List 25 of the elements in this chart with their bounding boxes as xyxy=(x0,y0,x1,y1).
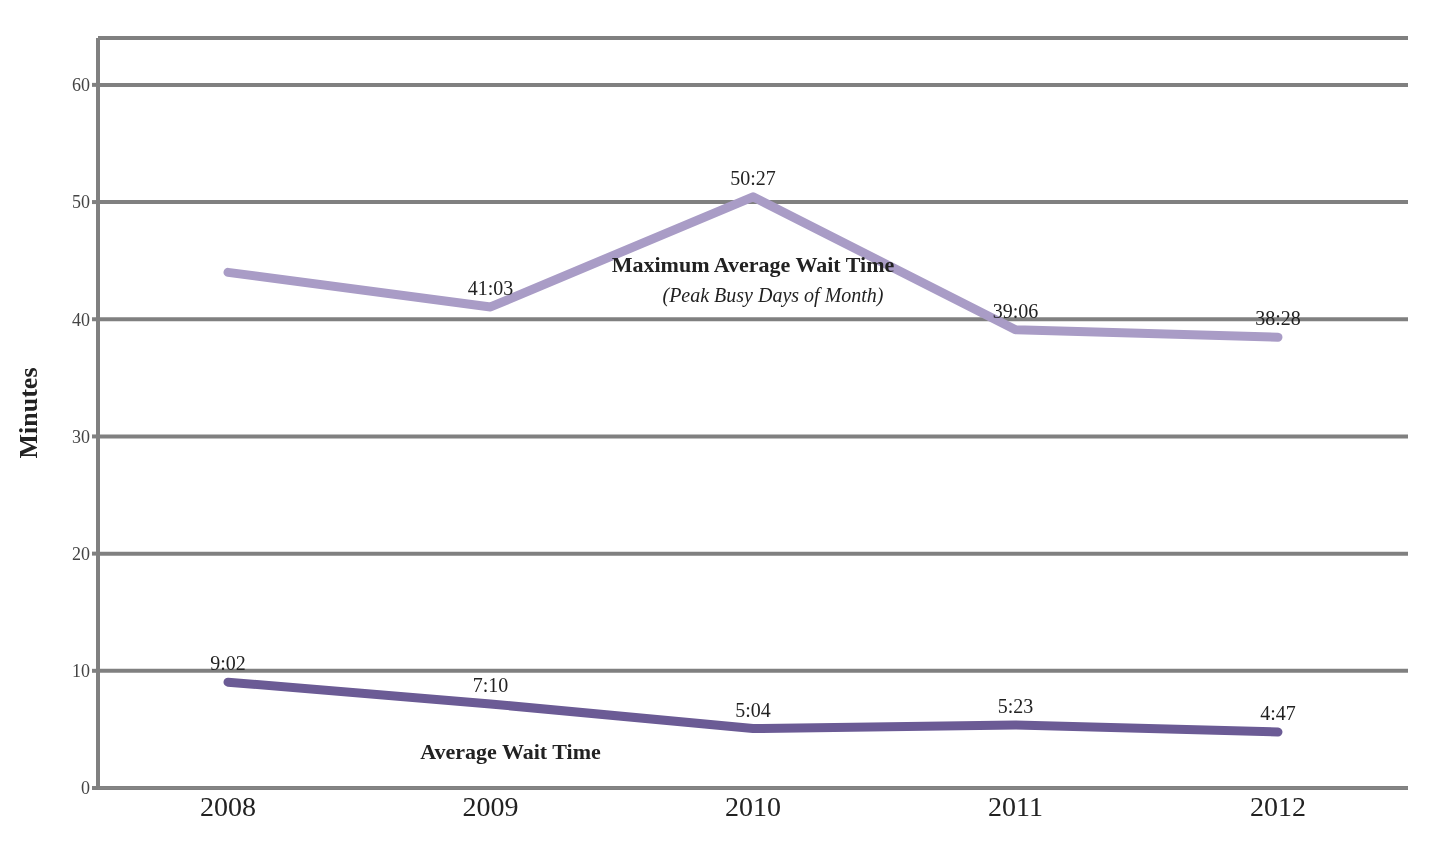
data-label: 41:03 xyxy=(467,276,514,299)
data-label: 50:27 xyxy=(730,166,776,189)
series-label: Average Wait Time xyxy=(420,738,601,764)
x-tick-label: 2008 xyxy=(200,790,256,822)
y-tick-label: 50 xyxy=(72,192,90,213)
data-label: 7:10 xyxy=(472,673,509,696)
y-tick-label: 30 xyxy=(72,426,90,447)
annotation: (Peak Busy Days of Month) xyxy=(662,283,884,307)
data-label: 4:47 xyxy=(1260,701,1296,724)
x-tick-label: 2011 xyxy=(988,790,1043,822)
y-tick-label: 20 xyxy=(72,544,90,565)
data-label: 39:06 xyxy=(992,299,1039,322)
y-tick-label: 60 xyxy=(72,75,90,96)
data-label: 5:04 xyxy=(735,698,771,721)
y-tick-label: 10 xyxy=(72,661,90,682)
x-tick-label: 2012 xyxy=(1250,790,1306,822)
y-tick-label: 0 xyxy=(81,778,90,799)
y-tick-label: 40 xyxy=(72,309,90,330)
data-label: 5:23 xyxy=(997,694,1034,717)
data-label: 9:02 xyxy=(210,652,246,675)
x-tick-label: 2009 xyxy=(462,790,519,822)
data-label: 38:28 xyxy=(1255,307,1301,330)
series-label: Maximum Average Wait Time xyxy=(611,251,895,277)
y-axis-title: Minutes xyxy=(14,367,44,459)
x-tick-label: 2010 xyxy=(725,790,781,822)
